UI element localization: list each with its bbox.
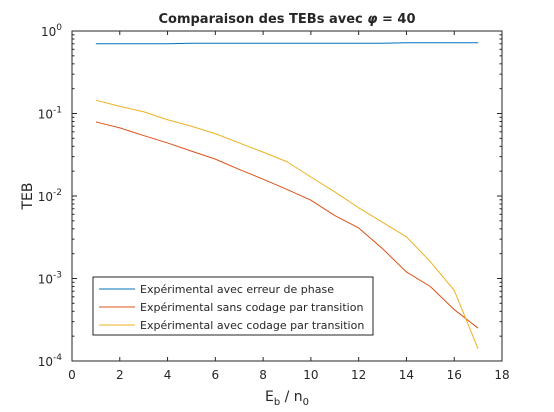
x-tick-label: 8	[259, 368, 267, 382]
legend-label-1: Expérimental avec erreur de phase	[140, 283, 334, 296]
x-tick-label: 16	[447, 368, 462, 382]
chart-title: Comparaison des TEBs avec φ = 40	[158, 12, 415, 27]
series-line-2	[95, 121, 479, 329]
y-tick-label: 100	[41, 23, 62, 39]
x-tick-label: 10	[303, 368, 318, 382]
legend: Expérimental avec erreur de phase Expérim…	[92, 276, 374, 336]
x-tick-label: 2	[116, 368, 124, 382]
y-tick-label: 10-4	[38, 353, 63, 369]
x-tick-label: 12	[351, 368, 366, 382]
legend-box	[92, 276, 374, 336]
y-tick-label: 10-1	[38, 106, 62, 122]
x-tick-label: 18	[494, 368, 509, 382]
x-tick-label: 6	[212, 368, 220, 382]
y-axis-label: TEB	[20, 182, 36, 210]
y-tick-label: 10-3	[38, 271, 62, 287]
series-line-1	[95, 42, 479, 45]
y-axis: 10-4 10-3 10-2 10-1 100	[38, 23, 502, 369]
series-line-3	[95, 99, 479, 350]
title-phi-symbol: φ	[367, 12, 377, 27]
x-axis-label: Eb / n0	[265, 389, 309, 408]
x-tick-label: 0	[68, 368, 76, 382]
x-tick-label: 4	[164, 368, 172, 382]
x-tick-label: 14	[399, 368, 414, 382]
x-axis: 0 2 4 6 8 10 12 14 16 18	[68, 31, 510, 382]
y-tick-label: 10-2	[38, 188, 62, 204]
legend-label-2: Expérimental sans codage par transition	[140, 301, 363, 314]
series-lines	[95, 42, 479, 350]
legend-label-3: Expérimental avec codage par transition	[140, 319, 364, 332]
